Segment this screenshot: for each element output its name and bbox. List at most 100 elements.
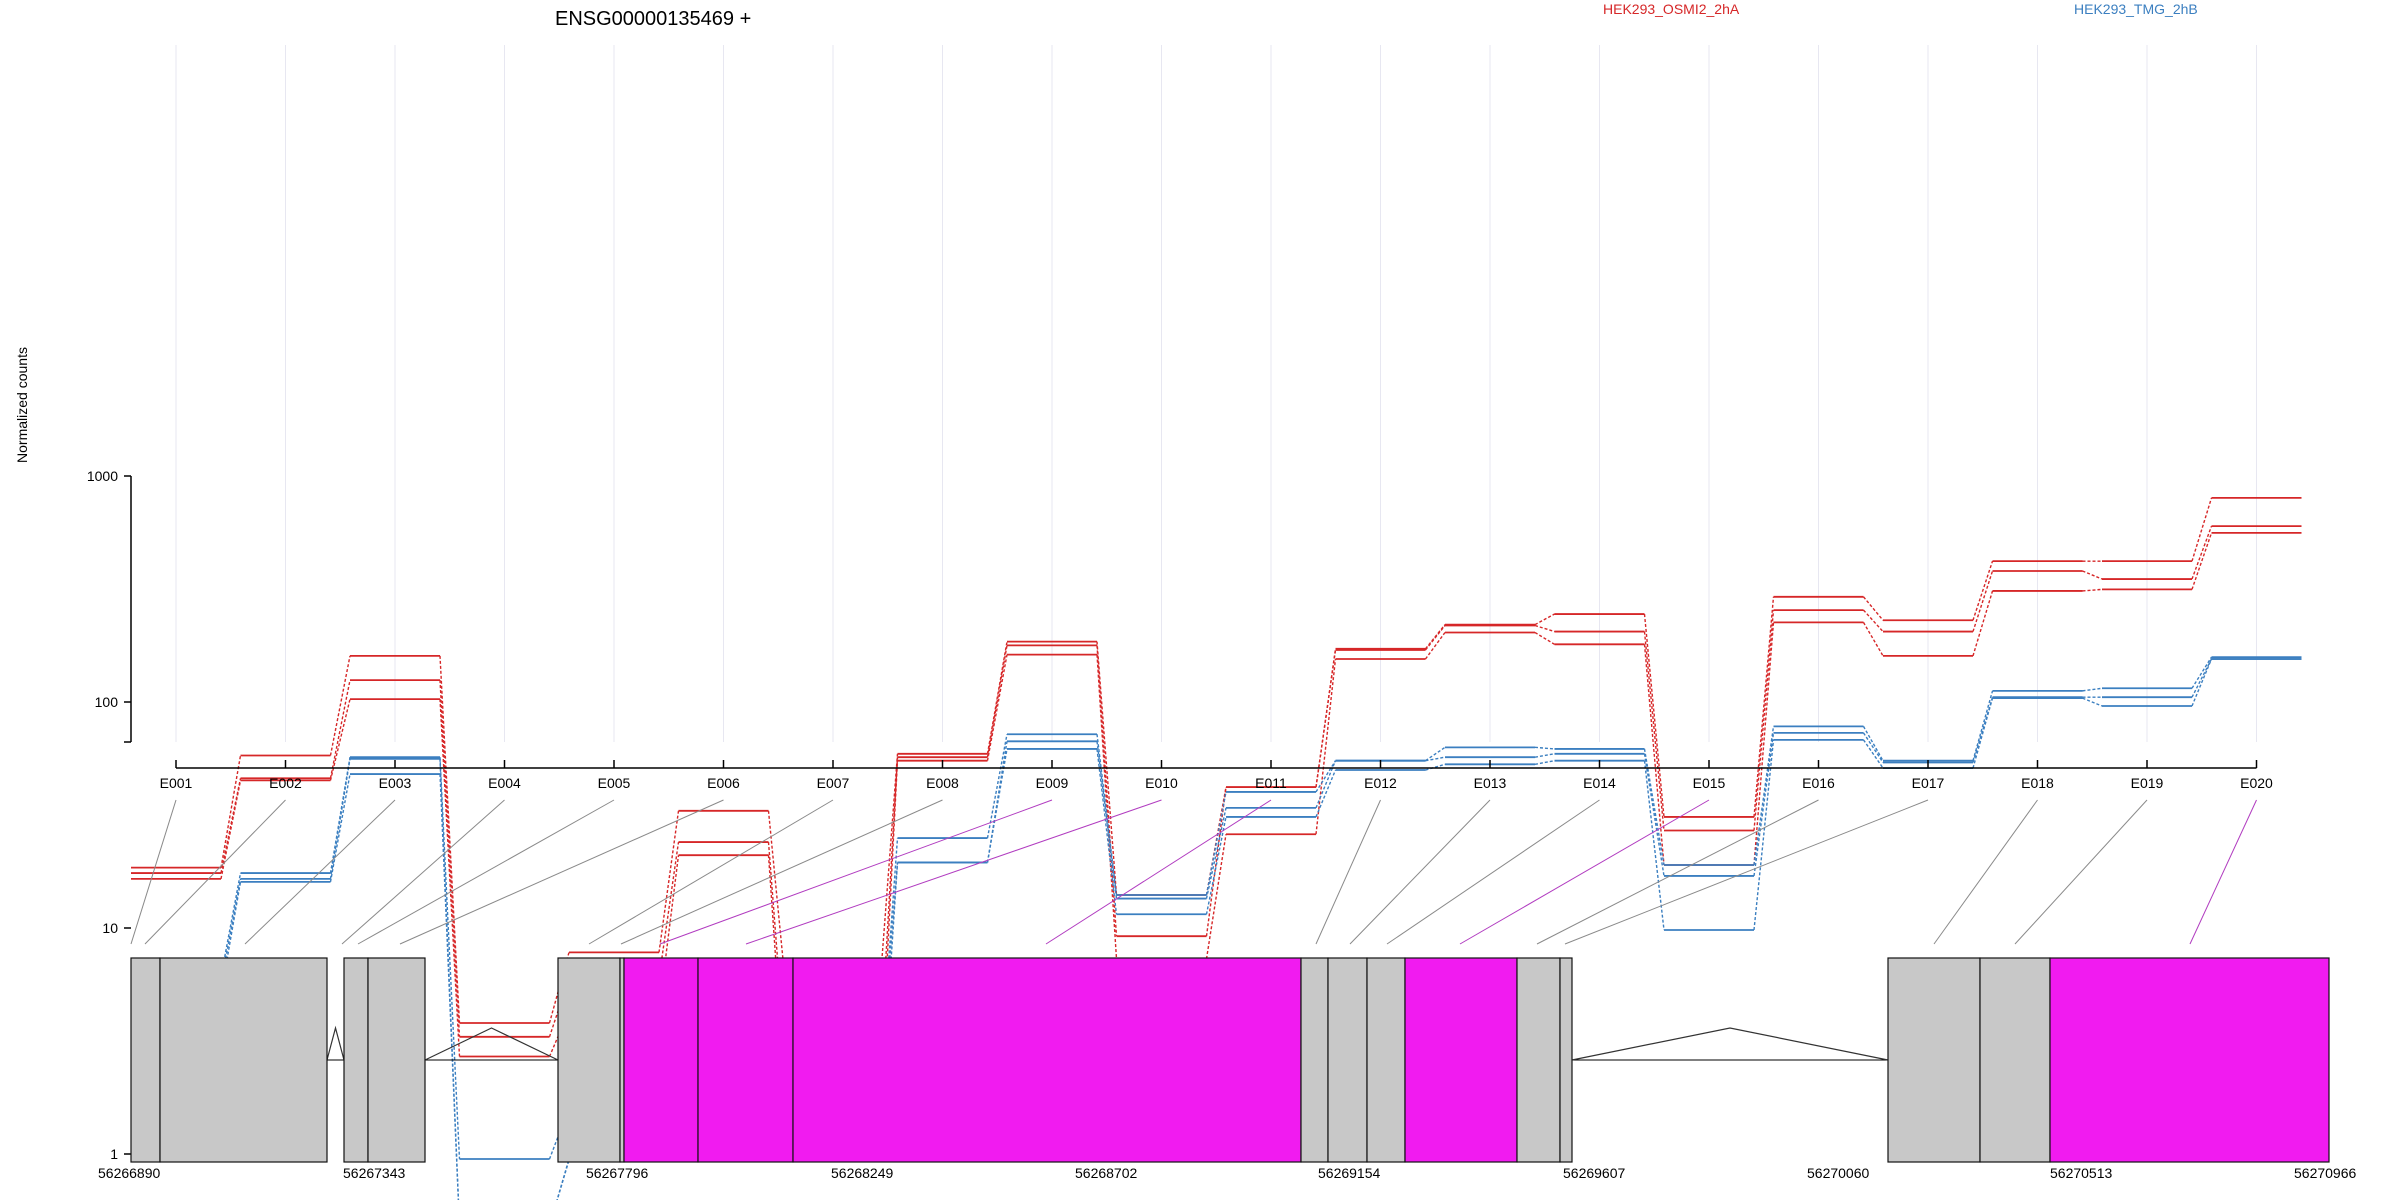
- coordinate-label: 56266890: [98, 1165, 161, 1181]
- series-transition: [220, 755, 242, 868]
- coordinate-label: 56270060: [1807, 1165, 1870, 1181]
- intron-line: [326, 1025, 345, 1061]
- series-transition: [2191, 497, 2213, 562]
- series-transition: [1534, 624, 1555, 633]
- y-tick-label: 1000: [87, 468, 118, 484]
- exon-connector: [341, 799, 505, 945]
- exon-box: [367, 957, 426, 1163]
- exon-box: [557, 957, 621, 1163]
- series-transition: [2191, 525, 2213, 580]
- series-transition: [2191, 532, 2213, 590]
- exon-connector: [659, 799, 1053, 945]
- intron-line: [424, 1027, 559, 1061]
- x-tick-label: E013: [1474, 775, 1507, 791]
- exon-connector: [1933, 799, 2038, 945]
- series-transition: [1862, 622, 1884, 657]
- series-transition: [1205, 787, 1227, 937]
- vertical-gridlines: [175, 45, 2257, 742]
- series-transition: [1753, 732, 1775, 877]
- series-transition: [439, 655, 461, 1024]
- series-transition: [329, 679, 351, 779]
- series-transition: [1534, 753, 1555, 758]
- series-transition: [1096, 654, 1118, 959]
- exon-box: [1300, 957, 1329, 1163]
- series-transition: [1425, 763, 1446, 771]
- series-transition: [986, 734, 1008, 839]
- exon-connector: [2189, 799, 2257, 945]
- exon-connector: [620, 799, 943, 945]
- exon-connector-lines: [130, 799, 2257, 945]
- exon-connector: [588, 799, 834, 945]
- series-transition: [1643, 753, 1665, 877]
- series-transition: [1972, 697, 1994, 763]
- series-transition: [1862, 726, 1884, 762]
- series-transition: [329, 773, 351, 882]
- series-transition: [986, 748, 1008, 863]
- x-tick-label: E012: [1364, 775, 1397, 791]
- x-tick-label: E006: [707, 775, 740, 791]
- exon-box: [130, 957, 161, 1163]
- series-transition: [1425, 756, 1446, 762]
- series-transition: [1315, 649, 1337, 788]
- x-tick-label: E008: [926, 775, 959, 791]
- exon-connector: [2014, 799, 2148, 945]
- x-tick-label: E002: [269, 775, 302, 791]
- coordinate-label: 56269607: [1563, 1165, 1626, 1181]
- x-axis: E001 E002 E003 E004 E005 E006 E007 E008 E009 E010…: [160, 760, 2273, 791]
- series-transition: [1534, 759, 1555, 766]
- series-transition: [1972, 570, 1994, 632]
- series-transition: [1753, 726, 1775, 866]
- coordinate-label: 56267343: [343, 1165, 406, 1181]
- coordinate-label: 56269154: [1318, 1165, 1381, 1181]
- exon-box: [2049, 957, 2330, 1163]
- coordinate-label: 56268702: [1075, 1165, 1138, 1181]
- series-transition: [329, 698, 351, 781]
- y-tick-label: 100: [95, 694, 119, 710]
- exon-box: [343, 957, 369, 1163]
- series-transition: [439, 774, 460, 1200]
- exon-box: [1404, 957, 1518, 1163]
- x-tick-label: E005: [598, 775, 631, 791]
- y-axis: 1 10 100 1000: [87, 468, 132, 1162]
- series-transition: [220, 881, 242, 995]
- x-tick-label: E014: [1583, 775, 1616, 791]
- series-transition: [439, 699, 461, 1057]
- x-tick-label: E001: [160, 775, 193, 791]
- series-transition: [1424, 632, 1446, 660]
- series-transition: [1205, 787, 1227, 896]
- exon-connector: [244, 799, 396, 945]
- series-transition: [1205, 834, 1227, 959]
- series-transition: [1096, 748, 1118, 915]
- exon-connector: [1315, 799, 1381, 945]
- exon-connector: [130, 799, 177, 945]
- exon-connector: [1536, 799, 1819, 945]
- exon-box: [792, 957, 1302, 1163]
- series-transition: [2082, 570, 2103, 580]
- series-transition: [986, 645, 1008, 758]
- series-transition: [2082, 697, 2103, 707]
- y-tick-label: 1: [110, 1146, 118, 1162]
- series-transition: [1205, 807, 1227, 899]
- series-transition: [1753, 739, 1775, 931]
- x-tick-label: E018: [2021, 775, 2054, 791]
- series-transition: [1315, 658, 1337, 835]
- exon-box: [1366, 957, 1406, 1163]
- x-tick-label: E009: [1036, 775, 1069, 791]
- series-transition: [1972, 697, 1994, 769]
- series-transition: [220, 780, 242, 879]
- exon-box: [1516, 957, 1561, 1163]
- series-transition: [1205, 816, 1227, 915]
- exon-connector: [1459, 799, 1710, 945]
- series-transition: [329, 757, 351, 874]
- series-transition: [439, 758, 460, 1200]
- series-transition: [658, 841, 680, 979]
- series-transition: [1205, 791, 1227, 896]
- exon-connector: [399, 799, 724, 945]
- series-transition: [329, 655, 351, 756]
- series-transition: [1643, 613, 1665, 818]
- series-transition: [1425, 746, 1446, 762]
- series-transition: [2191, 658, 2213, 698]
- series-transition: [1534, 746, 1555, 750]
- series-transition: [1972, 590, 1994, 657]
- exon-connector: [745, 799, 1162, 945]
